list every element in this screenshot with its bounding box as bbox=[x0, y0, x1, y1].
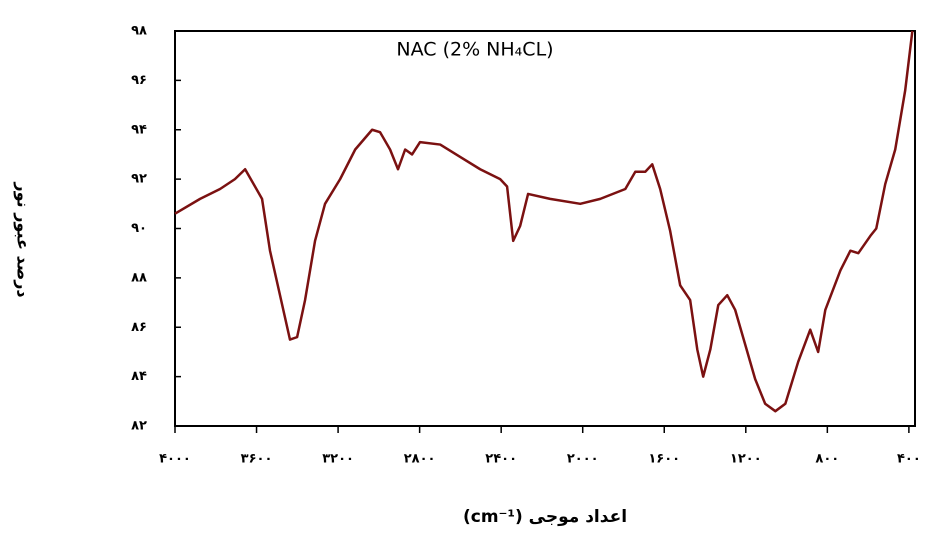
x-tick-label: ۲۴۰۰ bbox=[485, 452, 517, 467]
x-tick-label: ۱۶۰۰ bbox=[648, 452, 680, 467]
x-tick-label: ۳۶۰۰ bbox=[241, 452, 273, 467]
x-tick-label: ۱۲۰۰ bbox=[730, 452, 762, 467]
y-tick-label: ۸۸ bbox=[131, 270, 147, 285]
x-tick-label: ۲۸۰۰ bbox=[404, 452, 436, 467]
y-tick-label: ۹۲ bbox=[131, 172, 147, 187]
y-tick-label: ۹۶ bbox=[131, 73, 147, 88]
y-tick-label: ۸۲ bbox=[131, 419, 147, 434]
x-tick-label: ۳۲۰۰ bbox=[322, 452, 354, 467]
x-axis-label: اعداد موجی (cm⁻¹) bbox=[463, 507, 627, 527]
y-tick-label: ۸۶ bbox=[131, 320, 147, 335]
chart-title: NAC (2% NH₄CL) bbox=[396, 39, 553, 61]
x-tick-label: ۸۰۰ bbox=[815, 452, 839, 467]
x-tick-label: ۴۰۰۰ bbox=[159, 452, 191, 467]
x-tick-label: ۲۰۰۰ bbox=[567, 452, 599, 467]
y-axis-label: درصد عبور نور bbox=[14, 181, 33, 297]
y-tick-label: ۸۴ bbox=[131, 369, 147, 384]
x-tick-label: ۴۰۰ bbox=[897, 452, 921, 467]
plot-frame bbox=[174, 30, 916, 427]
y-tick-label: ۹۰ bbox=[131, 221, 147, 236]
y-tick-label: ۹۴ bbox=[131, 122, 147, 137]
series-line bbox=[174, 30, 914, 413]
y-tick-label: ۹۸ bbox=[131, 24, 147, 39]
